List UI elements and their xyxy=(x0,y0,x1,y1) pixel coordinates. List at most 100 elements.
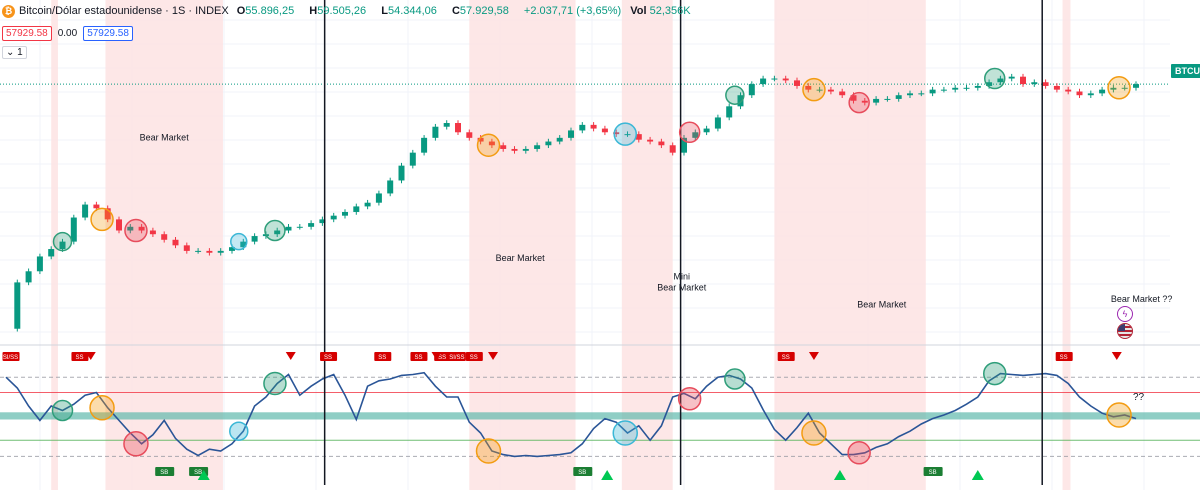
price-candle xyxy=(647,139,654,142)
us-flag-icon[interactable] xyxy=(1117,323,1133,339)
price-candle xyxy=(25,271,32,283)
price-candle xyxy=(1008,76,1015,79)
price-candle xyxy=(387,180,394,194)
price-candle xyxy=(308,223,315,227)
price-candle xyxy=(850,95,857,101)
price-candle xyxy=(771,78,778,80)
price-candle xyxy=(104,208,111,220)
sell-signal-text: SS xyxy=(414,355,422,361)
quantity-value: 1 xyxy=(17,47,23,58)
price-candle xyxy=(760,78,767,85)
price-signal-circle xyxy=(230,232,248,251)
price-signal-circle xyxy=(725,85,745,105)
oscillator-signal-circle xyxy=(475,438,502,464)
price-candle xyxy=(398,165,405,181)
price-candle xyxy=(1053,85,1060,90)
buy-arrow-icon xyxy=(833,470,846,480)
price-candle xyxy=(861,100,868,103)
flash-icon[interactable]: ϟ xyxy=(1117,306,1133,322)
price-candle xyxy=(726,106,733,118)
price-signal-circle xyxy=(124,218,148,243)
price-signal-circle xyxy=(678,121,701,144)
price-scale-label: BTCUS xyxy=(1171,64,1200,78)
price-candle xyxy=(229,247,235,251)
quantity-toggle[interactable]: ⌄ 1 xyxy=(2,46,27,59)
price-candle xyxy=(873,98,880,103)
oscillator-signal-circle xyxy=(677,387,702,411)
price-candle xyxy=(59,241,66,250)
price-candle xyxy=(1020,76,1026,85)
price-candle xyxy=(963,87,970,89)
price-candle xyxy=(794,80,800,86)
price-candle xyxy=(929,89,936,94)
sell-signal-text: SS xyxy=(324,355,332,361)
price-candle xyxy=(432,126,439,138)
bear-market-zone xyxy=(469,0,576,490)
price-candle xyxy=(183,245,190,251)
oscillator-signal-circle xyxy=(263,371,287,396)
price-candle xyxy=(669,145,676,153)
price-candle xyxy=(1065,89,1072,92)
sell-signal-badge xyxy=(448,352,466,361)
price-candle xyxy=(477,137,484,142)
oscillator-signal-circle xyxy=(51,399,74,422)
price-candle xyxy=(568,130,574,138)
bear-market-label: Bear Market ?? xyxy=(1111,294,1173,304)
buy-signal-badge xyxy=(155,467,175,476)
sell-signal-text: SS xyxy=(438,355,446,361)
sell-signal-tag: SS xyxy=(320,352,338,361)
price-candle xyxy=(782,78,789,81)
bitcoin-logo-icon: ₿ xyxy=(2,4,15,18)
oscillator-band xyxy=(0,412,1200,420)
sell-price-button[interactable]: 57929.58 xyxy=(2,26,52,41)
oscillator-signal-circle xyxy=(983,361,1007,386)
sell-signal-tag: SS xyxy=(374,352,392,361)
price-candle xyxy=(217,250,224,253)
oscillator-signal-circle xyxy=(1106,402,1132,428)
price-candle xyxy=(952,87,959,90)
buy-signal-tag: SB xyxy=(923,467,943,476)
sell-arrow-icon xyxy=(808,352,819,360)
symbol-title[interactable]: Bitcoin/Dólar estadounidense · 1S · INDE… xyxy=(19,5,229,17)
price-candle xyxy=(1031,82,1038,85)
oscillator-annotation: ?? xyxy=(1133,392,1145,403)
buy-arrow-icon xyxy=(601,470,614,480)
sell-signal-text: SS xyxy=(470,355,478,361)
price-signal-circle xyxy=(802,77,826,102)
sell-signal-badge xyxy=(1055,352,1073,361)
price-signal-circle xyxy=(1107,76,1131,100)
bid-ask-row: 57929.58 0.00 57929.58 xyxy=(2,26,133,41)
price-candle xyxy=(895,95,902,99)
price-candle xyxy=(579,124,586,131)
price-candle xyxy=(488,141,495,146)
sell-signal-badge xyxy=(2,352,20,361)
price-candle xyxy=(93,204,100,209)
price-candle xyxy=(714,117,721,129)
sell-signal-tag: SI/SS xyxy=(2,352,20,361)
price-candle xyxy=(466,132,473,138)
price-candle xyxy=(409,152,416,166)
sell-signal-badge xyxy=(465,352,483,361)
price-candle xyxy=(161,234,168,240)
sell-arrow-icon xyxy=(488,352,499,360)
sell-signal-text: SS xyxy=(75,355,83,361)
price-candle xyxy=(590,124,597,129)
price-candle xyxy=(601,128,608,133)
price-signal-circle xyxy=(52,231,73,252)
oscillator-line xyxy=(5,371,1137,458)
buy-signal-badge xyxy=(573,467,593,476)
price-candle xyxy=(884,98,891,100)
spread-value: 0.00 xyxy=(57,28,78,39)
oscillator-signal-circle xyxy=(612,420,638,446)
price-candle xyxy=(296,226,303,228)
price-signal-circle xyxy=(264,219,286,242)
price-candle xyxy=(1042,82,1049,86)
price-candle xyxy=(82,204,89,218)
buy-price-button[interactable]: 57929.58 xyxy=(83,26,133,41)
sell-signal-badge xyxy=(320,352,338,361)
price-candle xyxy=(195,250,202,252)
price-candle xyxy=(364,202,371,207)
price-candle xyxy=(48,249,55,257)
sell-signal-text: SI/SS xyxy=(3,355,18,361)
